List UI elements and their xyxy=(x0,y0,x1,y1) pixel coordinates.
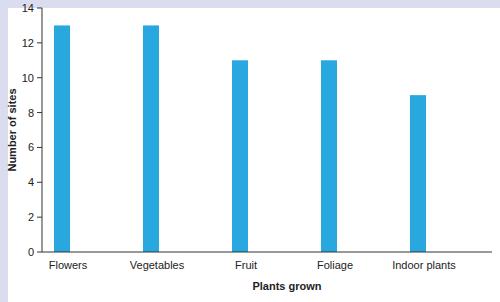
y-tick xyxy=(37,182,42,183)
y-axis-title: Number of sites xyxy=(6,88,18,171)
plot-background xyxy=(8,8,500,302)
bar xyxy=(54,25,70,252)
bar xyxy=(232,60,248,252)
y-tick-label: 12 xyxy=(22,37,34,49)
y-tick-label: 8 xyxy=(28,107,34,119)
x-axis-title: Plants grown xyxy=(252,280,321,292)
x-tick-label: Foliage xyxy=(317,259,353,271)
bar xyxy=(410,95,426,252)
y-tick-label: 6 xyxy=(28,141,34,153)
y-tick-label: 4 xyxy=(28,176,34,188)
chart: 0 2 4 6 8 10 12 14 Flowers Vegetables Fruit Foliage… xyxy=(0,0,500,302)
x-tick-label: Fruit xyxy=(235,259,257,271)
x-tick-label: Vegetables xyxy=(130,259,185,271)
y-tick xyxy=(37,217,42,218)
y-tick-label: 2 xyxy=(28,211,34,223)
bar xyxy=(143,25,159,252)
y-tick xyxy=(37,8,42,9)
x-axis xyxy=(42,252,492,253)
y-tick-label: 0 xyxy=(28,246,34,258)
bars xyxy=(54,25,426,252)
y-tick xyxy=(37,252,42,253)
bar xyxy=(321,60,337,252)
y-tick-label: 10 xyxy=(22,72,34,84)
y-tick xyxy=(37,42,42,43)
y-tick xyxy=(37,112,42,113)
y-axis xyxy=(42,8,43,252)
y-tick xyxy=(37,77,42,78)
y-tick xyxy=(37,147,42,148)
x-tick-label: Flowers xyxy=(49,259,88,271)
x-tick-label: Indoor plants xyxy=(392,259,456,271)
y-tick-label: 14 xyxy=(22,2,34,14)
